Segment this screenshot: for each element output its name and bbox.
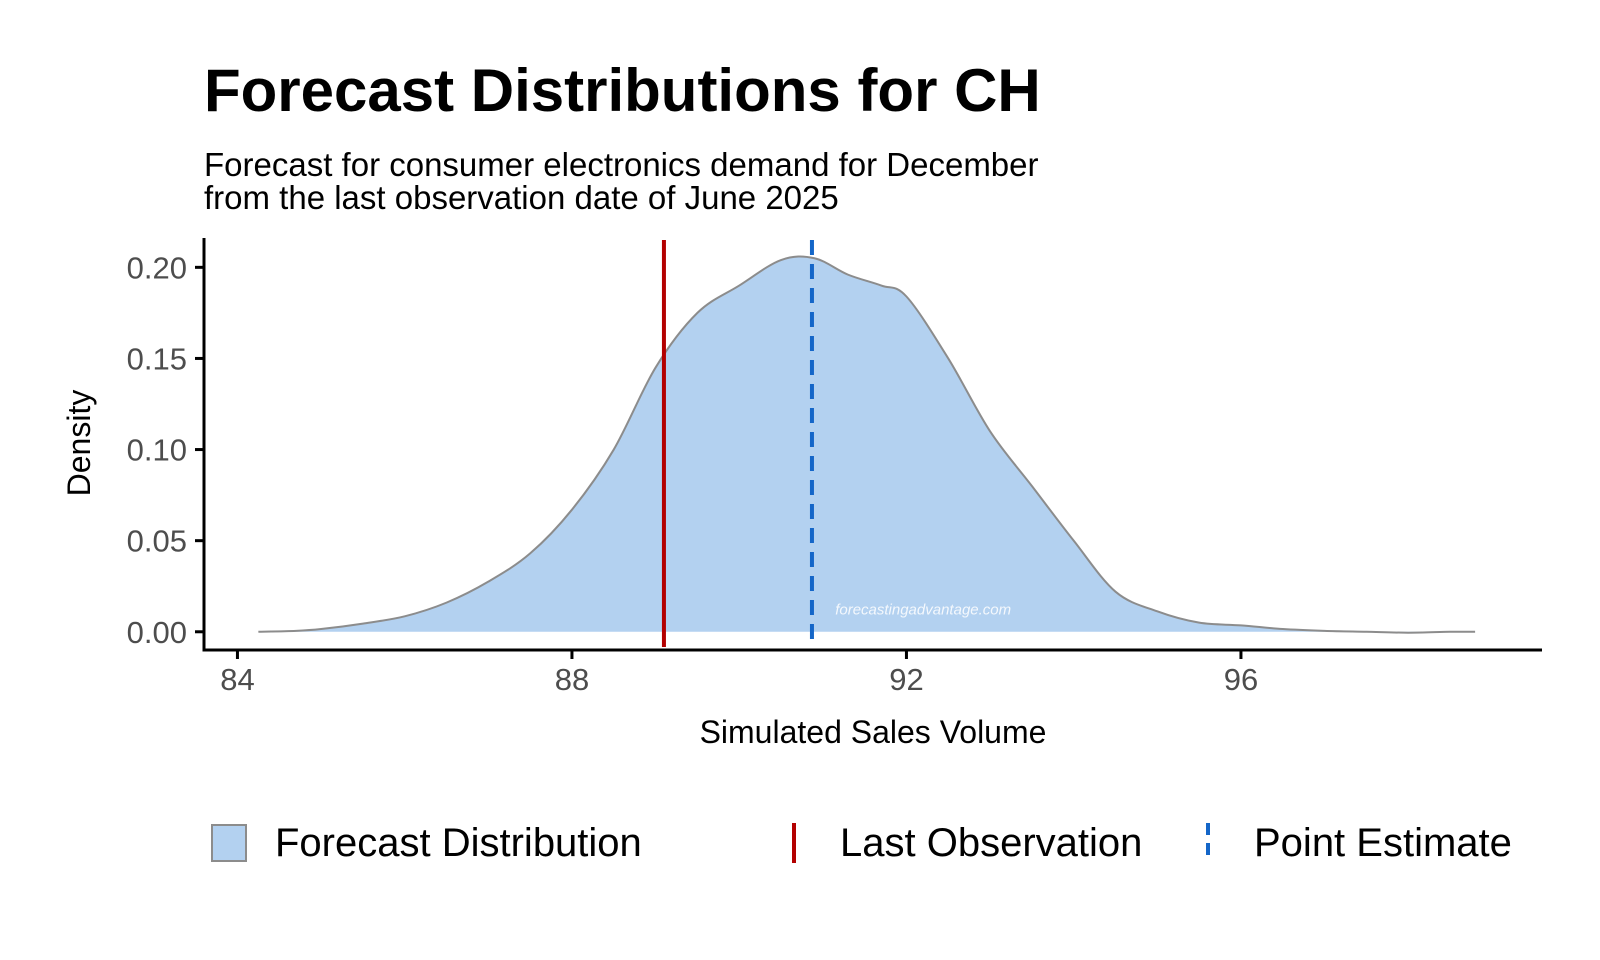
y-tick-label: 0.15	[127, 341, 187, 376]
y-axis-ticks: 0.00 0.05 0.10 0.15 0.20	[127, 250, 204, 650]
legend-key-solid-line	[776, 821, 812, 865]
legend-item-point-estimate: Point Estimate	[1190, 808, 1512, 878]
legend-label-forecast-distribution: Forecast Distribution	[275, 820, 642, 865]
reference-lines-group	[661, 240, 814, 647]
density-area-fill	[258, 256, 1476, 633]
x-tick-label: 88	[555, 662, 589, 697]
x-tick-label: 84	[220, 662, 254, 697]
y-tick-label: 0.10	[127, 433, 187, 468]
legend-item-last-observation: Last Observation	[776, 808, 1142, 878]
density-area-group	[258, 255, 1476, 634]
y-tick-label: 0.00	[127, 615, 187, 650]
subtitle-line-2: from the last observation date of June 2…	[204, 179, 839, 216]
chart-title: Forecast Distributions for CH	[204, 57, 1041, 124]
chart-subtitle: Forecast for consumer electronics demand…	[204, 148, 1039, 214]
subtitle-line-1: Forecast for consumer electronics demand…	[204, 146, 1039, 183]
legend-label-last-observation: Last Observation	[840, 820, 1143, 865]
legend-key-dashed-line	[1190, 821, 1226, 865]
legend-label-point-estimate: Point Estimate	[1254, 820, 1512, 865]
watermark-text: forecastingadvantage.com	[835, 601, 1011, 618]
legend-key-fill	[211, 824, 247, 862]
density-curve	[258, 255, 1476, 634]
legend-item-forecast-distribution: Forecast Distribution	[211, 808, 642, 878]
x-tick-label: 96	[1224, 662, 1258, 697]
legend: Forecast Distribution Last Observation P…	[0, 808, 1600, 878]
x-axis-label: Simulated Sales Volume	[700, 714, 1047, 750]
y-axis-label: Density	[61, 390, 97, 497]
y-tick-label: 0.05	[127, 524, 187, 559]
y-tick-label: 0.20	[127, 250, 187, 285]
x-tick-label: 92	[889, 662, 923, 697]
x-axis-ticks: 84 88 92 96	[220, 650, 1258, 697]
